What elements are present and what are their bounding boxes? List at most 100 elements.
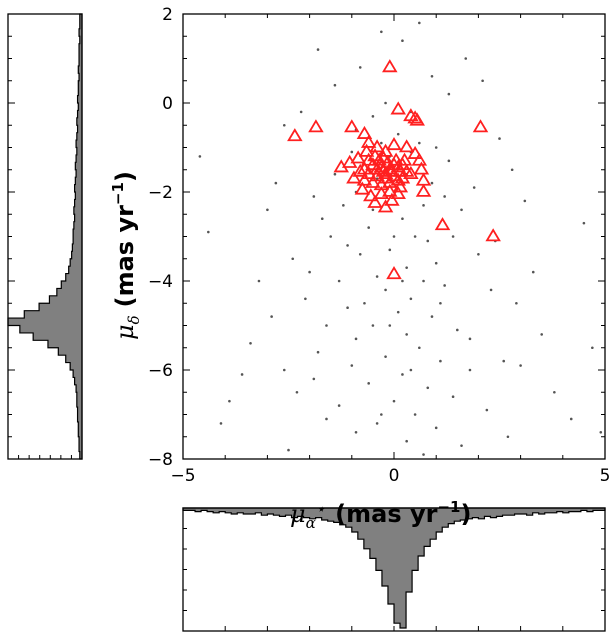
field-star-point (591, 346, 594, 350)
member-star-triangle (367, 148, 383, 162)
member-star-triangle (390, 185, 406, 200)
field-star-point (506, 435, 510, 439)
field-star-point (430, 315, 434, 318)
member-star-triangle (472, 119, 489, 133)
field-star-point (392, 399, 396, 403)
field-star-point (287, 448, 290, 452)
scatter-ticks (182, 13, 606, 460)
field-star-point (312, 377, 316, 381)
field-star-point (342, 204, 345, 207)
field-star-point (519, 364, 522, 367)
member-star-triangle (369, 161, 385, 175)
field-star-point (325, 417, 328, 421)
member-star-triangle (358, 143, 375, 157)
field-star-point (422, 279, 425, 283)
field-star-point (367, 226, 370, 229)
field-star-point (510, 168, 514, 172)
member-star-triangle (352, 163, 368, 177)
field-star-point (316, 48, 320, 51)
field-star-point (375, 422, 379, 425)
field-star-point (380, 30, 383, 34)
field-star-point (582, 221, 586, 225)
x-marginal-histogram (182, 507, 606, 632)
x-tick-label: −5 (170, 466, 195, 486)
field-star-point (456, 328, 459, 332)
field-star-point (228, 399, 231, 403)
x-histogram-ticks (182, 528, 606, 631)
member-star-triangle (407, 145, 423, 159)
field-star-point (396, 310, 400, 314)
field-star-point (447, 159, 451, 163)
member-star-triangle (360, 152, 377, 166)
member-star-triangle (403, 165, 419, 180)
field-star-point (599, 431, 603, 434)
member-star-triangle (356, 172, 373, 186)
field-star-point (418, 21, 421, 25)
member-star-triangle (344, 119, 360, 133)
field-star-point (418, 346, 421, 350)
y-tick-label: −6 (148, 361, 173, 381)
field-star-point (430, 75, 434, 78)
field-star-point (413, 413, 417, 416)
field-star-point (447, 92, 451, 96)
member-star-triangle (287, 128, 303, 142)
member-star-triangle (350, 150, 366, 164)
y-tick-label: 0 (162, 94, 173, 114)
field-star-point (439, 359, 442, 363)
field-star-point (367, 382, 370, 385)
field-star-point (405, 333, 408, 336)
y-histogram-frame (7, 13, 83, 460)
member-star-triangle (415, 183, 432, 197)
member-star-triangle (386, 157, 402, 171)
field-star-point (502, 359, 506, 363)
field-star-point (434, 261, 438, 265)
member-star-triangle (390, 172, 406, 186)
field-star-points (198, 21, 603, 456)
field-star-point (396, 132, 400, 136)
member-star-triangle (384, 163, 400, 177)
field-star-point (371, 115, 375, 118)
x-axis-label: μα⋆ (mas yr−1) (290, 498, 471, 532)
field-star-point (380, 141, 383, 145)
field-star-point (451, 395, 455, 399)
member-star-triangle (356, 125, 373, 139)
field-star-point (249, 342, 252, 345)
field-star-point (439, 301, 442, 305)
member-star-triangle (354, 181, 371, 195)
field-star-point (282, 123, 286, 127)
field-star-point (380, 413, 383, 416)
field-star-point (405, 266, 408, 269)
y-tick-label: −8 (148, 450, 173, 470)
field-star-point (481, 79, 484, 83)
field-star-point (460, 208, 463, 212)
field-star-point (350, 150, 354, 154)
field-star-point (384, 288, 387, 292)
field-star-point (489, 288, 493, 292)
member-star-triangle (377, 199, 394, 213)
member-star-triangle (411, 152, 428, 166)
field-star-point (430, 181, 434, 185)
y-tick-label: −2 (148, 183, 173, 203)
field-star-point (299, 110, 303, 114)
field-star-point (207, 230, 210, 234)
y-tick-label: −4 (148, 272, 173, 292)
field-star-point (426, 239, 430, 243)
y-axis-label: μδ(mas yr−1) (109, 171, 143, 340)
field-star-point (523, 199, 527, 203)
member-star-triangle (415, 172, 432, 186)
member-star-triangle (367, 194, 383, 208)
member-star-triangle (394, 157, 411, 171)
field-star-point (464, 57, 468, 60)
field-star-point (460, 444, 463, 447)
field-star-point (333, 83, 337, 87)
field-star-point (320, 217, 324, 220)
member-star-triangle (377, 170, 394, 184)
field-star-point (401, 39, 404, 42)
field-star-point (240, 373, 244, 376)
field-star-point (282, 368, 286, 372)
field-star-point (274, 181, 278, 185)
y-histogram-ticks (8, 13, 72, 460)
field-star-point (569, 417, 573, 421)
field-star-point (392, 235, 396, 238)
field-star-point (418, 141, 421, 145)
